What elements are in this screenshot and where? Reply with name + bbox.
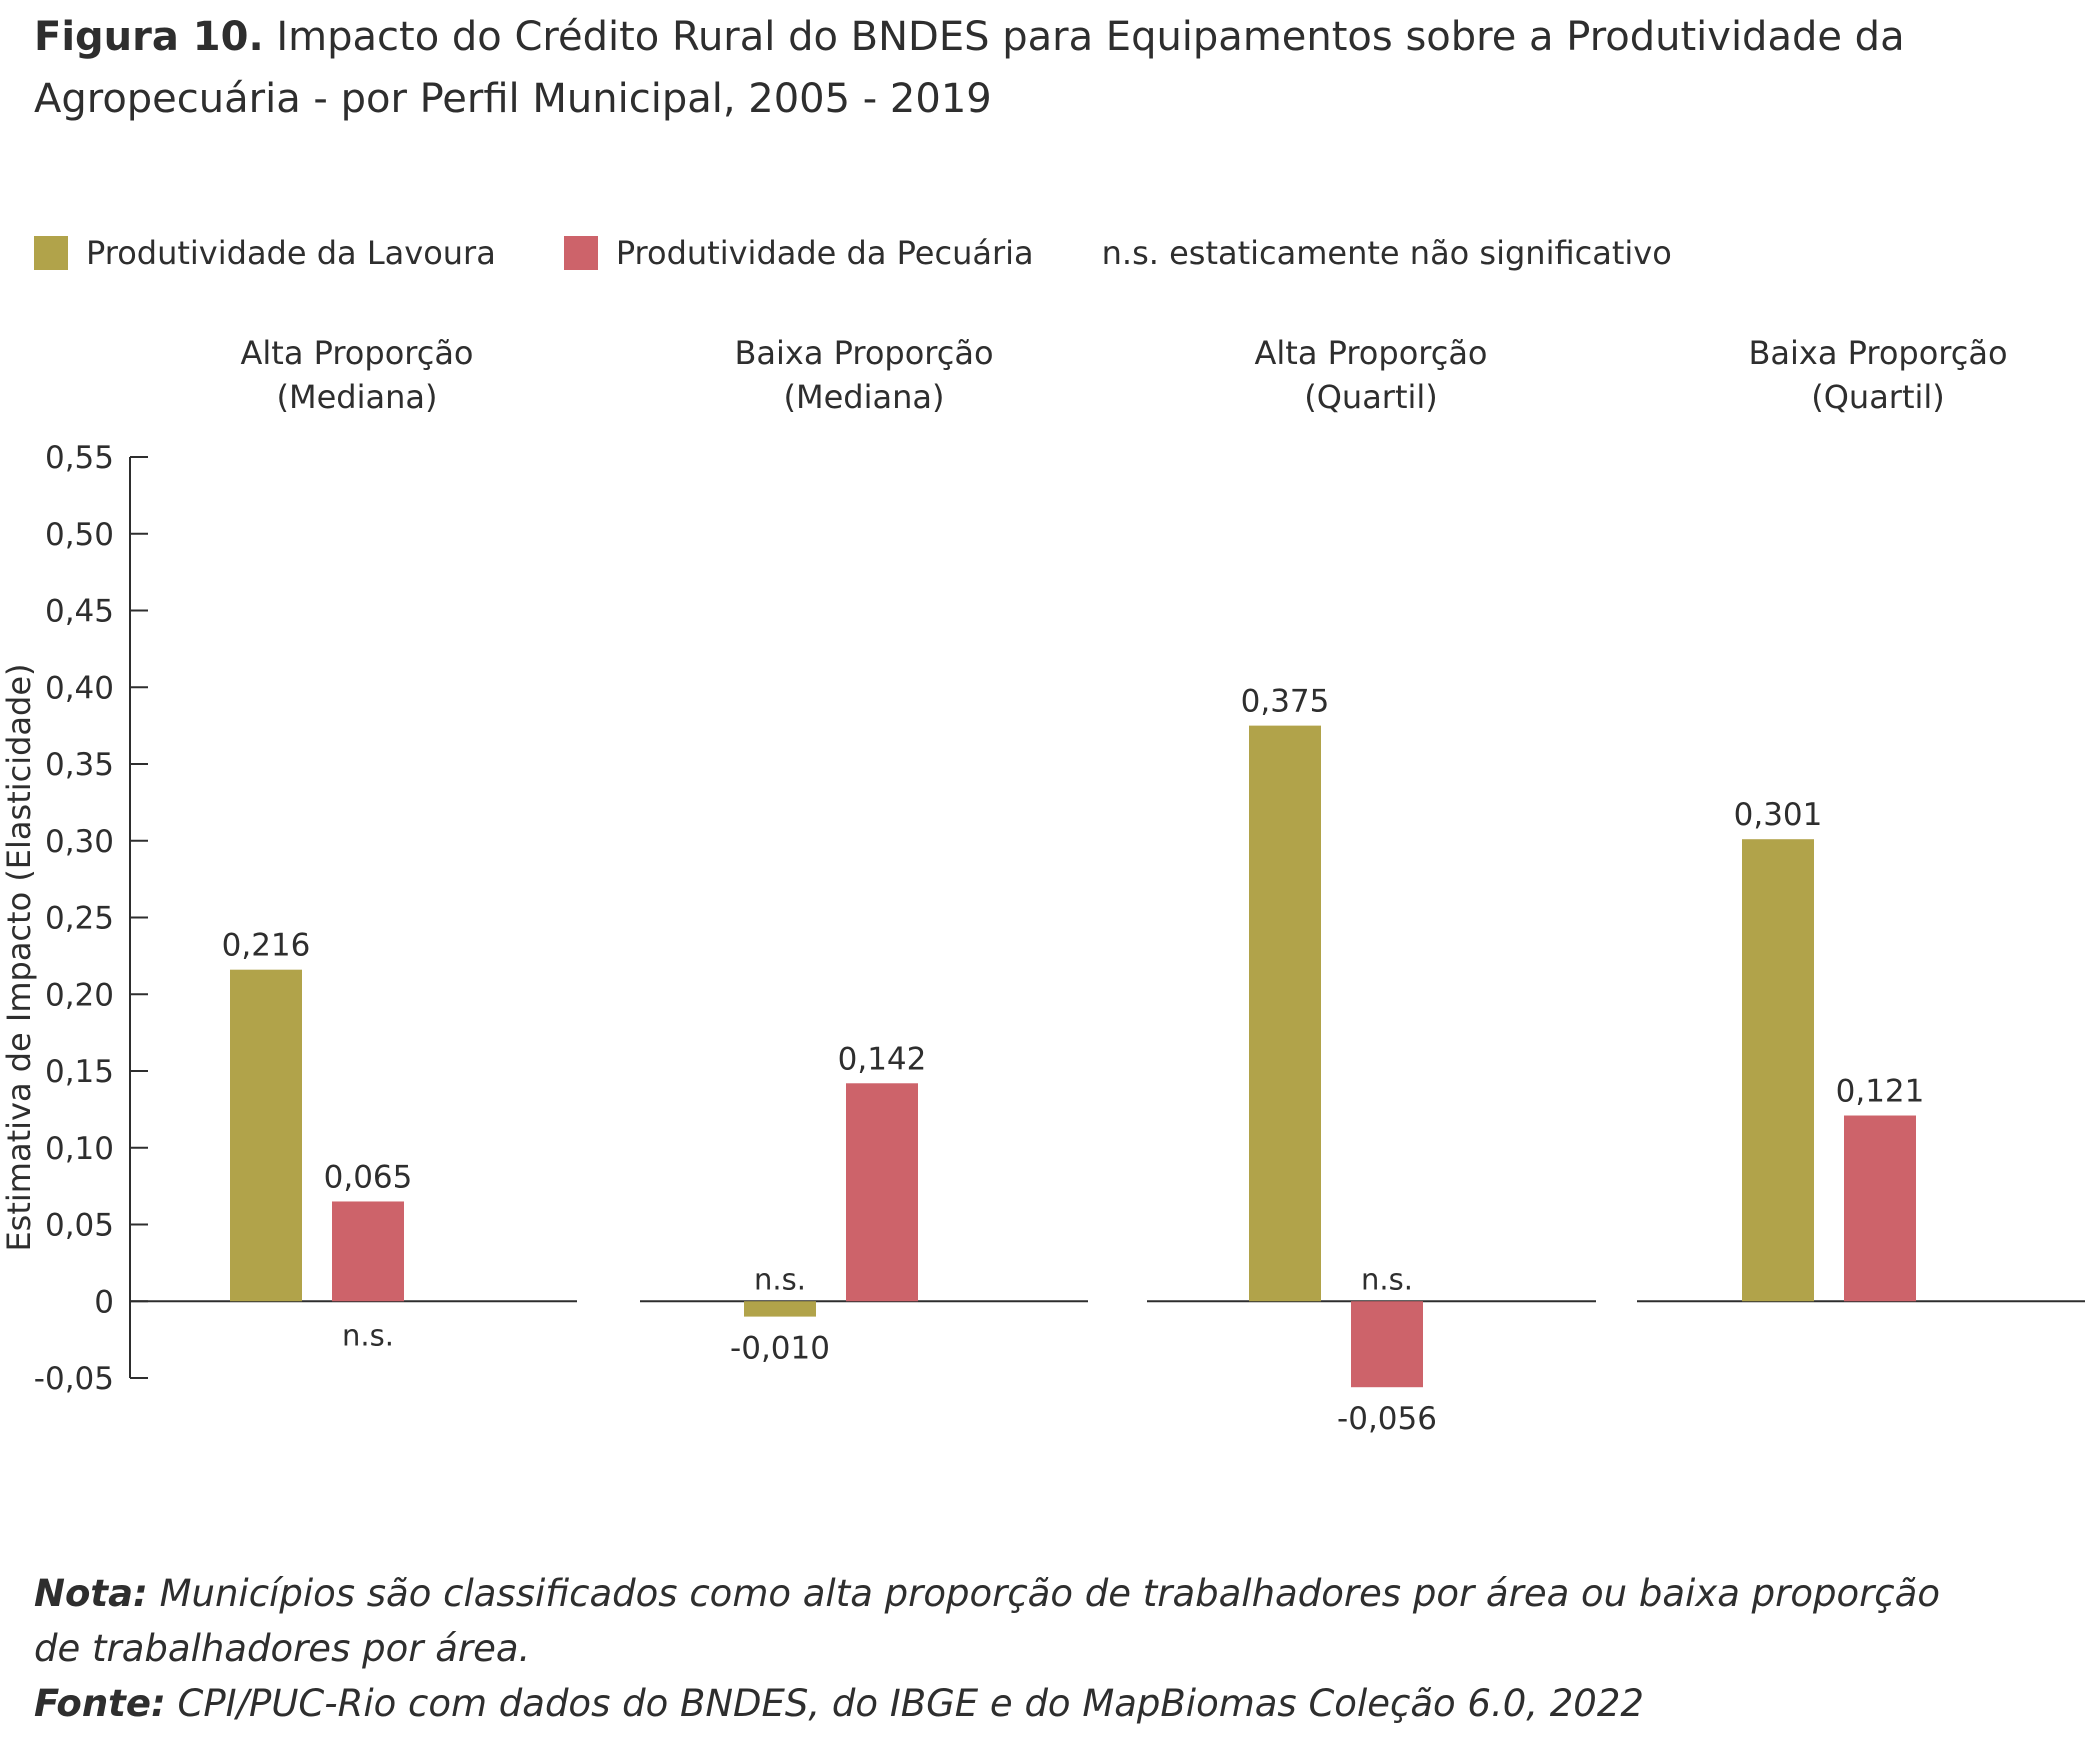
fonte-line: Fonte: CPI/PUC-Rio com dados do BNDES, d… xyxy=(34,1676,1984,1731)
group-title: Alta Proporção xyxy=(1255,334,1488,372)
bar xyxy=(1351,1301,1423,1388)
y-tick-label: 0,20 xyxy=(45,977,114,1013)
y-tick-label: 0,55 xyxy=(45,440,114,476)
nota-text: Municípios são classificados como alta p… xyxy=(34,1572,1940,1670)
y-tick-label: 0,10 xyxy=(45,1131,114,1167)
bar-value-label: 0,065 xyxy=(324,1159,413,1195)
y-tick-label: 0,15 xyxy=(45,1054,114,1090)
bar-value-label: 0,216 xyxy=(222,928,311,964)
legend-item-pecuaria: Produtividade da Pecuária xyxy=(563,234,1034,272)
y-axis-title: Estimativa de Impacto (Elasticidade) xyxy=(0,663,38,1251)
y-tick-label: 0,45 xyxy=(45,594,114,630)
y-tick-label: -0,05 xyxy=(34,1361,114,1397)
y-tick-label: 0,05 xyxy=(45,1208,114,1244)
bar-value-label: 0,375 xyxy=(1241,684,1330,720)
footnotes: Nota: Municípios são classificados como … xyxy=(34,1566,1984,1731)
legend-note-text: n.s. estaticamente não significativo xyxy=(1101,234,1672,272)
figure-title: Figura 10. Impacto do Crédito Rural do B… xyxy=(34,6,2064,130)
group-subtitle: (Quartil) xyxy=(1811,378,1945,416)
bar xyxy=(744,1301,816,1317)
figure-label: Figura 10. xyxy=(34,14,264,60)
bar-chart: -0,05 0 0,05 0,10 0,15 0,20 0,25 0,30 0,35 0,40 0,… xyxy=(0,334,2085,1437)
bar xyxy=(846,1083,918,1302)
y-tick-label: 0,30 xyxy=(45,824,114,860)
group-subtitle: (Mediana) xyxy=(277,378,438,416)
ns-label: n.s. xyxy=(342,1318,394,1352)
bar-value-label: -0,010 xyxy=(730,1331,830,1367)
legend-label-lavoura: Produtividade da Lavoura xyxy=(86,234,496,272)
legend-item-lavoura: Produtividade da Lavoura xyxy=(34,234,496,272)
y-tick-label: 0,40 xyxy=(45,670,114,706)
ns-label: n.s. xyxy=(1361,1262,1413,1296)
group-title: Alta Proporção xyxy=(241,334,474,372)
y-tick-label: 0,25 xyxy=(45,901,114,937)
legend-note-ns: n.s. estaticamente não significativo xyxy=(1102,234,1672,272)
bar-value-label: -0,056 xyxy=(1337,1401,1437,1437)
legend-label-pecuaria: Produtividade da Pecuária xyxy=(615,234,1034,272)
group-title: Baixa Proporção xyxy=(1748,334,2007,372)
bar xyxy=(1249,725,1321,1302)
bar-value-label: 0,121 xyxy=(1836,1074,1925,1110)
nota-line: Nota: Municípios são classificados como … xyxy=(34,1566,1984,1676)
bar-value-label: 0,301 xyxy=(1734,797,1823,833)
fonte-label: Fonte: xyxy=(34,1682,166,1725)
group-subtitle: (Mediana) xyxy=(784,378,945,416)
ns-label: n.s. xyxy=(754,1262,806,1296)
fonte-text: CPI/PUC-Rio com dados do BNDES, do IBGE … xyxy=(177,1682,1644,1725)
chart-legend: Produtividade da Lavoura Produtividade d… xyxy=(34,228,1672,278)
group-subtitle: (Quartil) xyxy=(1304,378,1438,416)
nota-label: Nota: xyxy=(34,1572,148,1615)
y-tick-label: 0,50 xyxy=(45,517,114,553)
legend-swatch-pecuaria xyxy=(563,236,598,270)
y-tick-label: 0 xyxy=(94,1284,114,1320)
bar xyxy=(332,1201,404,1302)
y-tick-label: 0,35 xyxy=(45,747,114,783)
bar xyxy=(1844,1115,1916,1302)
legend-swatch-lavoura xyxy=(34,236,68,270)
bar-value-label: 0,142 xyxy=(838,1041,927,1077)
group-title: Baixa Proporção xyxy=(734,334,993,372)
figure-title-text: Impacto do Crédito Rural do BNDES para E… xyxy=(34,14,1905,122)
bar xyxy=(230,969,302,1302)
bar xyxy=(1742,839,1814,1302)
